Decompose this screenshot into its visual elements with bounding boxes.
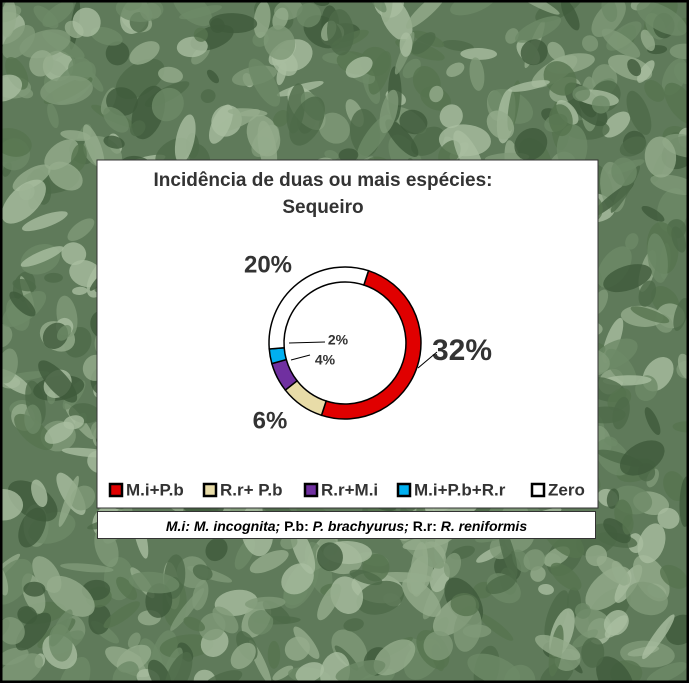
leader-line — [417, 351, 438, 369]
legend-label: R.r+M.i — [321, 480, 378, 499]
legend-label: M.i+P.b+R.r — [414, 480, 506, 499]
footnote-part: M.i: — [165, 518, 190, 534]
legend-label: Zero — [548, 480, 585, 499]
chart-title: Incidência de duas ou mais espécies: — [154, 170, 493, 191]
legend-label: M.i+P.b — [126, 480, 184, 499]
footnote-part: P.b: — [280, 518, 309, 534]
data-label: 32% — [432, 334, 492, 367]
donut-slice — [268, 266, 370, 350]
leader-line — [288, 341, 326, 344]
data-label: 20% — [244, 251, 292, 278]
footnote-part: R.r: — [408, 518, 437, 534]
legend-swatch — [396, 482, 412, 498]
legend-swatch — [303, 482, 319, 498]
footnote-part: M. incognita; — [189, 518, 281, 534]
chart-subtitle: Sequeiro — [282, 197, 363, 218]
footnote-part: R. reniformis — [436, 518, 528, 534]
legend-swatch — [108, 482, 124, 498]
footnote-part: P. brachyurus; — [308, 518, 409, 534]
data-label: 2% — [328, 332, 349, 348]
data-label: 4% — [315, 352, 336, 368]
leader-line — [290, 354, 311, 361]
legend-swatch — [530, 482, 546, 498]
chart-box — [96, 159, 599, 509]
legend-label: R.r+ P.b — [220, 480, 283, 499]
footnote: M.i: M. incognita; P.b: P. brachyurus; R… — [97, 511, 596, 539]
data-label: 6% — [253, 407, 288, 434]
legend-swatch — [202, 482, 218, 498]
